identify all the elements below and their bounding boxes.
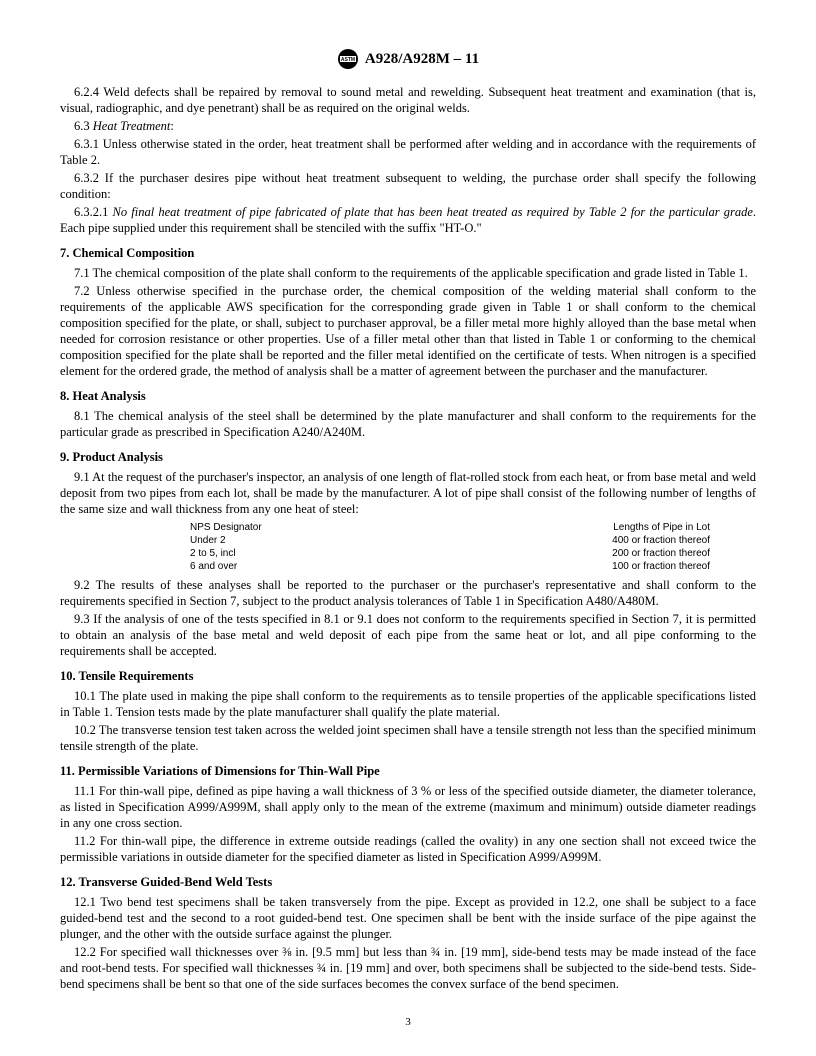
- para-8-1: 8.1 The chemical analysis of the steel s…: [60, 408, 756, 440]
- lot-row-3: 6 and over 100 or fraction thereof: [190, 560, 710, 573]
- section-9-title: 9. Product Analysis: [60, 450, 756, 465]
- section-8-title: 8. Heat Analysis: [60, 389, 756, 404]
- para-9-1: 9.1 At the request of the purchaser's in…: [60, 469, 756, 517]
- section-7-title: 7. Chemical Composition: [60, 246, 756, 261]
- header-designation: A928/A928M – 11: [365, 51, 479, 68]
- lot-h2: Lengths of Pipe in Lot: [613, 521, 710, 534]
- astm-logo-icon: ASTM: [337, 48, 359, 70]
- para-12-2: 12.2 For specified wall thicknesses over…: [60, 944, 756, 992]
- section-12-title: 12. Transverse Guided-Bend Weld Tests: [60, 875, 756, 890]
- lot-r2c1: 2 to 5, incl: [190, 547, 236, 560]
- lot-row-2: 2 to 5, incl 200 or fraction thereof: [190, 547, 710, 560]
- para-9-2: 9.2 The results of these analyses shall …: [60, 577, 756, 609]
- page-number: 3: [0, 1016, 816, 1028]
- para-6-3-2-1-italic: No final heat treatment of pipe fabricat…: [113, 205, 753, 219]
- para-9-3: 9.3 If the analysis of one of the tests …: [60, 611, 756, 659]
- lot-r3c1: 6 and over: [190, 560, 237, 573]
- lot-r1c1: Under 2: [190, 534, 226, 547]
- lot-row-1: Under 2 400 or fraction thereof: [190, 534, 710, 547]
- para-11-2: 11.2 For thin-wall pipe, the difference …: [60, 833, 756, 865]
- para-6-3: 6.3 Heat Treatment:: [60, 118, 756, 134]
- para-6-3-title: Heat Treatment: [93, 119, 171, 133]
- lot-table-header: NPS Designator Lengths of Pipe in Lot: [190, 521, 710, 534]
- para-6-3-2-1-num: 6.3.2.1: [74, 205, 113, 219]
- lot-h1: NPS Designator: [190, 521, 262, 534]
- para-6-3-1: 6.3.1 Unless otherwise stated in the ord…: [60, 136, 756, 168]
- lot-r1c2: 400 or fraction thereof: [612, 534, 710, 547]
- para-12-1: 12.1 Two bend test specimens shall be ta…: [60, 894, 756, 942]
- para-7-1: 7.1 The chemical composition of the plat…: [60, 265, 756, 281]
- lot-table: NPS Designator Lengths of Pipe in Lot Un…: [190, 521, 710, 573]
- lot-r2c2: 200 or fraction thereof: [612, 547, 710, 560]
- para-6-2-4: 6.2.4 Weld defects shall be repaired by …: [60, 84, 756, 116]
- para-10-2: 10.2 The transverse tension test taken a…: [60, 722, 756, 754]
- section-11-title: 11. Permissible Variations of Dimensions…: [60, 764, 756, 779]
- lot-r3c2: 100 or fraction thereof: [612, 560, 710, 573]
- page-header: ASTM A928/A928M – 11: [60, 48, 756, 70]
- svg-text:ASTM: ASTM: [341, 57, 355, 63]
- page-container: ASTM A928/A928M – 11 6.2.4 Weld defects …: [0, 0, 816, 1056]
- para-6-3-2: 6.3.2 If the purchaser desires pipe with…: [60, 170, 756, 202]
- para-6-3-2-1: 6.3.2.1 No final heat treatment of pipe …: [60, 204, 756, 236]
- para-11-1: 11.1 For thin-wall pipe, defined as pipe…: [60, 783, 756, 831]
- section-10-title: 10. Tensile Requirements: [60, 669, 756, 684]
- para-10-1: 10.1 The plate used in making the pipe s…: [60, 688, 756, 720]
- para-7-2: 7.2 Unless otherwise specified in the pu…: [60, 283, 756, 379]
- para-6-3-num: 6.3: [74, 119, 93, 133]
